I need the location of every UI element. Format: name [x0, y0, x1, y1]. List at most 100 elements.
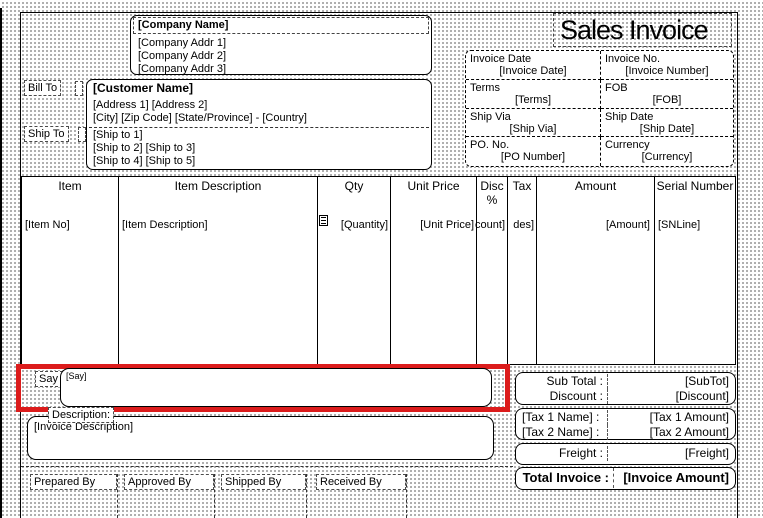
- invoice-no-label[interactable]: Invoice No.: [605, 53, 661, 65]
- invoice-description-field[interactable]: [Invoice Description]: [34, 421, 134, 433]
- received-by-label[interactable]: Received By: [316, 474, 406, 490]
- ship-via-label[interactable]: Ship Via: [470, 110, 511, 123]
- snline-field[interactable]: [SNLine]: [658, 219, 701, 231]
- invoice-no-field[interactable]: [Invoice Number]: [625, 65, 709, 77]
- ship-date-label[interactable]: Ship Date: [605, 110, 654, 123]
- freight-box[interactable]: Freight : [Freight]: [515, 443, 736, 465]
- taxes-box[interactable]: [Tax 1 Name] : [Tax 1 Amount] [Tax 2 Nam…: [515, 408, 736, 440]
- unit-price-column[interactable]: Unit Price [Unit Price]: [391, 177, 477, 364]
- tax1-amount-field[interactable]: [Tax 1 Amount]: [649, 410, 729, 424]
- highlight-rectangle: [16, 364, 510, 412]
- sub-total-label[interactable]: Sub Total :: [516, 374, 608, 389]
- fob-label[interactable]: FOB: [605, 81, 628, 94]
- serial-number-header[interactable]: Serial Number: [656, 179, 734, 193]
- disc-header[interactable]: Disc %: [480, 179, 504, 207]
- item-description-field[interactable]: [Item Description]: [122, 219, 208, 231]
- prepared-by-label[interactable]: Prepared By: [30, 474, 117, 490]
- say-field-box[interactable]: [Say]: [60, 368, 492, 407]
- item-column[interactable]: Item [Item No]: [22, 177, 119, 364]
- company-addr3-field[interactable]: [Company Addr 3]: [138, 63, 227, 75]
- amount-field[interactable]: [Amount]: [605, 219, 650, 231]
- discount-total-field[interactable]: [Discount]: [675, 389, 729, 403]
- tax2-amount-field[interactable]: [Tax 2 Amount]: [649, 425, 729, 439]
- discount-field[interactable]: count]: [475, 219, 505, 231]
- bill-city-field[interactable]: [City] [Zip Code] [State/Province] - [Co…: [93, 112, 307, 124]
- discount-label[interactable]: Discount :: [516, 389, 608, 404]
- ship-to-line1-field[interactable]: [Ship to 1]: [93, 129, 143, 141]
- footer-divider: [21, 466, 513, 467]
- ship-to-handle[interactable]: [78, 127, 86, 142]
- serial-number-column[interactable]: Serial Number [SNLine]: [655, 177, 735, 364]
- invoice-amount-field[interactable]: [Invoice Amount]: [623, 470, 729, 485]
- unit-price-header[interactable]: Unit Price: [407, 179, 460, 193]
- subtotal-discount-box[interactable]: Sub Total : [SubTot] Discount : [Discoun…: [515, 372, 736, 405]
- po-no-label[interactable]: PO. No.: [470, 139, 510, 152]
- ship-date-cell[interactable]: Ship Date [Ship Date]: [601, 109, 733, 138]
- invoice-date-field[interactable]: [Invoice Date]: [499, 65, 567, 77]
- bill-to-label[interactable]: Bill To: [24, 80, 62, 96]
- shipped-by-label[interactable]: Shipped By: [221, 474, 306, 490]
- terms-label[interactable]: Terms: [470, 81, 500, 94]
- signature-divider-1: [117, 474, 118, 518]
- po-no-field[interactable]: [PO Number]: [500, 151, 566, 164]
- unit-price-field[interactable]: [Unit Price]: [420, 219, 474, 231]
- fob-field[interactable]: [FOB]: [652, 93, 682, 106]
- item-description-header[interactable]: Item Description: [174, 179, 262, 193]
- bill-to-handle[interactable]: [75, 81, 83, 96]
- approved-by-label[interactable]: Approved By: [124, 474, 214, 490]
- fob-cell[interactable]: FOB [FOB]: [601, 80, 733, 109]
- item-no-field[interactable]: [Item No]: [25, 219, 70, 231]
- company-addr1-field[interactable]: [Company Addr 1]: [138, 37, 227, 49]
- report-title: Sales Invoice: [560, 15, 709, 45]
- item-description-column[interactable]: Item Description [Item Description]: [119, 177, 318, 364]
- terms-field[interactable]: [Terms]: [514, 93, 552, 106]
- report-title-box[interactable]: Sales Invoice: [553, 13, 732, 47]
- item-header[interactable]: Item: [58, 179, 82, 193]
- freight-label[interactable]: Freight :: [516, 446, 608, 461]
- qty-column[interactable]: Qty [Quantity]: [318, 177, 391, 364]
- company-addr2-field[interactable]: [Company Addr 2]: [138, 50, 227, 62]
- currency-field[interactable]: [Currency]: [641, 151, 693, 164]
- ship-to-line2-field[interactable]: [Ship to 2] [Ship to 3]: [93, 142, 196, 154]
- quantity-field[interactable]: [Quantity]: [340, 219, 388, 231]
- invoice-date-cell[interactable]: Invoice Date [Invoice Date]: [466, 51, 601, 80]
- po-no-cell[interactable]: PO. No. [PO Number]: [466, 137, 601, 166]
- currency-label[interactable]: Currency: [605, 139, 650, 152]
- invoice-no-cell[interactable]: Invoice No. [Invoice Number]: [601, 51, 733, 80]
- ship-date-field[interactable]: [Ship Date]: [639, 122, 695, 135]
- qty-header[interactable]: Qty: [344, 179, 364, 193]
- signature-divider-4: [406, 474, 407, 518]
- freight-field[interactable]: [Freight]: [684, 446, 729, 460]
- amount-header[interactable]: Amount: [574, 179, 617, 193]
- tax-column[interactable]: Tax des]: [508, 177, 537, 364]
- company-block[interactable]: [Company Name] [Company Addr 1] [Company…: [130, 15, 432, 75]
- tax-codes-field[interactable]: des]: [513, 219, 534, 231]
- bill-ship-divider: [89, 127, 429, 128]
- field-format-icon[interactable]: [319, 215, 328, 226]
- tax2-name-field[interactable]: [Tax 2 Name] :: [516, 425, 608, 440]
- say-label[interactable]: Say :: [35, 371, 69, 387]
- say-field[interactable]: [Say]: [66, 371, 87, 381]
- tax-header[interactable]: Tax: [512, 179, 532, 193]
- tax1-name-field[interactable]: [Tax 1 Name] :: [516, 410, 608, 425]
- bill-address-field[interactable]: [Address 1] [Address 2]: [93, 99, 208, 111]
- description-label[interactable]: Description:: [48, 407, 115, 423]
- terms-cell[interactable]: Terms [Terms]: [466, 79, 601, 109]
- ship-to-label[interactable]: Ship To: [24, 126, 69, 142]
- disc-column[interactable]: Disc % count]: [475, 177, 508, 364]
- total-invoice-box[interactable]: Total Invoice : [Invoice Amount]: [515, 467, 736, 490]
- ship-via-cell[interactable]: Ship Via [Ship Via]: [466, 108, 601, 138]
- invoice-info-grid: Invoice Date [Invoice Date] Invoice No. …: [465, 50, 734, 167]
- description-box[interactable]: [Invoice Description]: [27, 416, 494, 460]
- invoice-date-label[interactable]: Invoice Date: [470, 53, 532, 65]
- customer-name-field[interactable]: [Customer Name]: [93, 81, 194, 95]
- amount-column[interactable]: Amount [Amount]: [537, 177, 655, 364]
- ship-to-line3-field[interactable]: [Ship to 4] [Ship to 5]: [93, 155, 196, 167]
- company-name-field[interactable]: [Company Name]: [133, 17, 429, 34]
- ship-via-field[interactable]: [Ship Via]: [509, 122, 557, 135]
- total-invoice-label[interactable]: Total Invoice :: [516, 468, 614, 488]
- currency-cell[interactable]: Currency [Currency]: [601, 137, 733, 166]
- sub-total-field[interactable]: [SubTot]: [684, 374, 729, 388]
- customer-block[interactable]: [Customer Name] [Address 1] [Address 2] …: [86, 79, 432, 170]
